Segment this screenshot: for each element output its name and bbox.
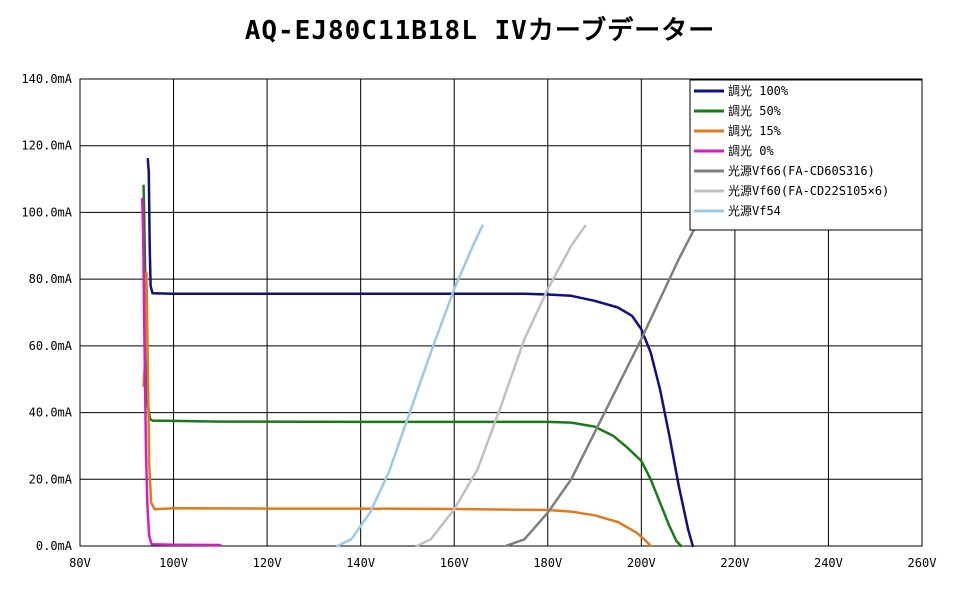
y-tick-label: 120.0mA: [21, 139, 72, 153]
series-line-3: [142, 271, 652, 548]
legend-entry: 調光 15%: [728, 124, 782, 138]
series-line-2: [142, 184, 683, 548]
y-tick-label: 0.0mA: [36, 539, 73, 553]
y-tick-label: 140.0mA: [21, 72, 72, 86]
x-tick-label: 160V: [440, 556, 469, 570]
x-tick-label: 100V: [159, 556, 188, 570]
legend-entry: 光源Vf66(FA-CD60S316): [728, 164, 875, 178]
series-lines: [140, 157, 697, 548]
x-tick-label: 220V: [720, 556, 749, 570]
legend-entry: 調光 0%: [728, 144, 774, 158]
legend: 調光 100% 調光 50% 調光 15% 調光 0% 光源Vf66(FA-CD60S3…: [689, 79, 923, 231]
legend-entry: 光源Vf60(FA-CD22S105×6): [728, 184, 889, 198]
y-tick-label: 20.0mA: [29, 472, 73, 486]
legend-entry: 光源Vf54: [728, 204, 781, 218]
y-tick-label: 40.0mA: [29, 406, 73, 420]
legend-entry: 調光 100%: [728, 84, 789, 98]
legend-entry: 調光 50%: [728, 104, 782, 118]
x-tick-label: 260V: [908, 556, 937, 570]
grid: [79, 78, 923, 547]
legend-box: [689, 79, 923, 231]
x-tick-label: 80V: [69, 556, 91, 570]
series-line-4: [140, 197, 222, 547]
axis-ticks: 80V 100V 120V 140V 160V 180V 200V 220V 240V 260V 0…: [21, 72, 936, 570]
series-line-1: [146, 157, 695, 548]
x-tick-label: 200V: [627, 556, 656, 570]
chart-title: AQ-EJ80C11B18L IVカーブデーター: [244, 16, 716, 46]
x-tick-label: 180V: [533, 556, 562, 570]
plot-area: [79, 78, 923, 547]
series-line-5: [504, 226, 697, 548]
y-tick-label: 80.0mA: [29, 272, 73, 286]
x-tick-label: 140V: [346, 556, 375, 570]
y-tick-label: 60.0mA: [29, 339, 73, 353]
series-line-6: [415, 224, 587, 548]
y-tick-label: 100.0mA: [21, 205, 72, 219]
x-tick-label: 240V: [814, 556, 843, 570]
x-tick-label: 120V: [253, 556, 282, 570]
series-line-7: [336, 224, 484, 548]
